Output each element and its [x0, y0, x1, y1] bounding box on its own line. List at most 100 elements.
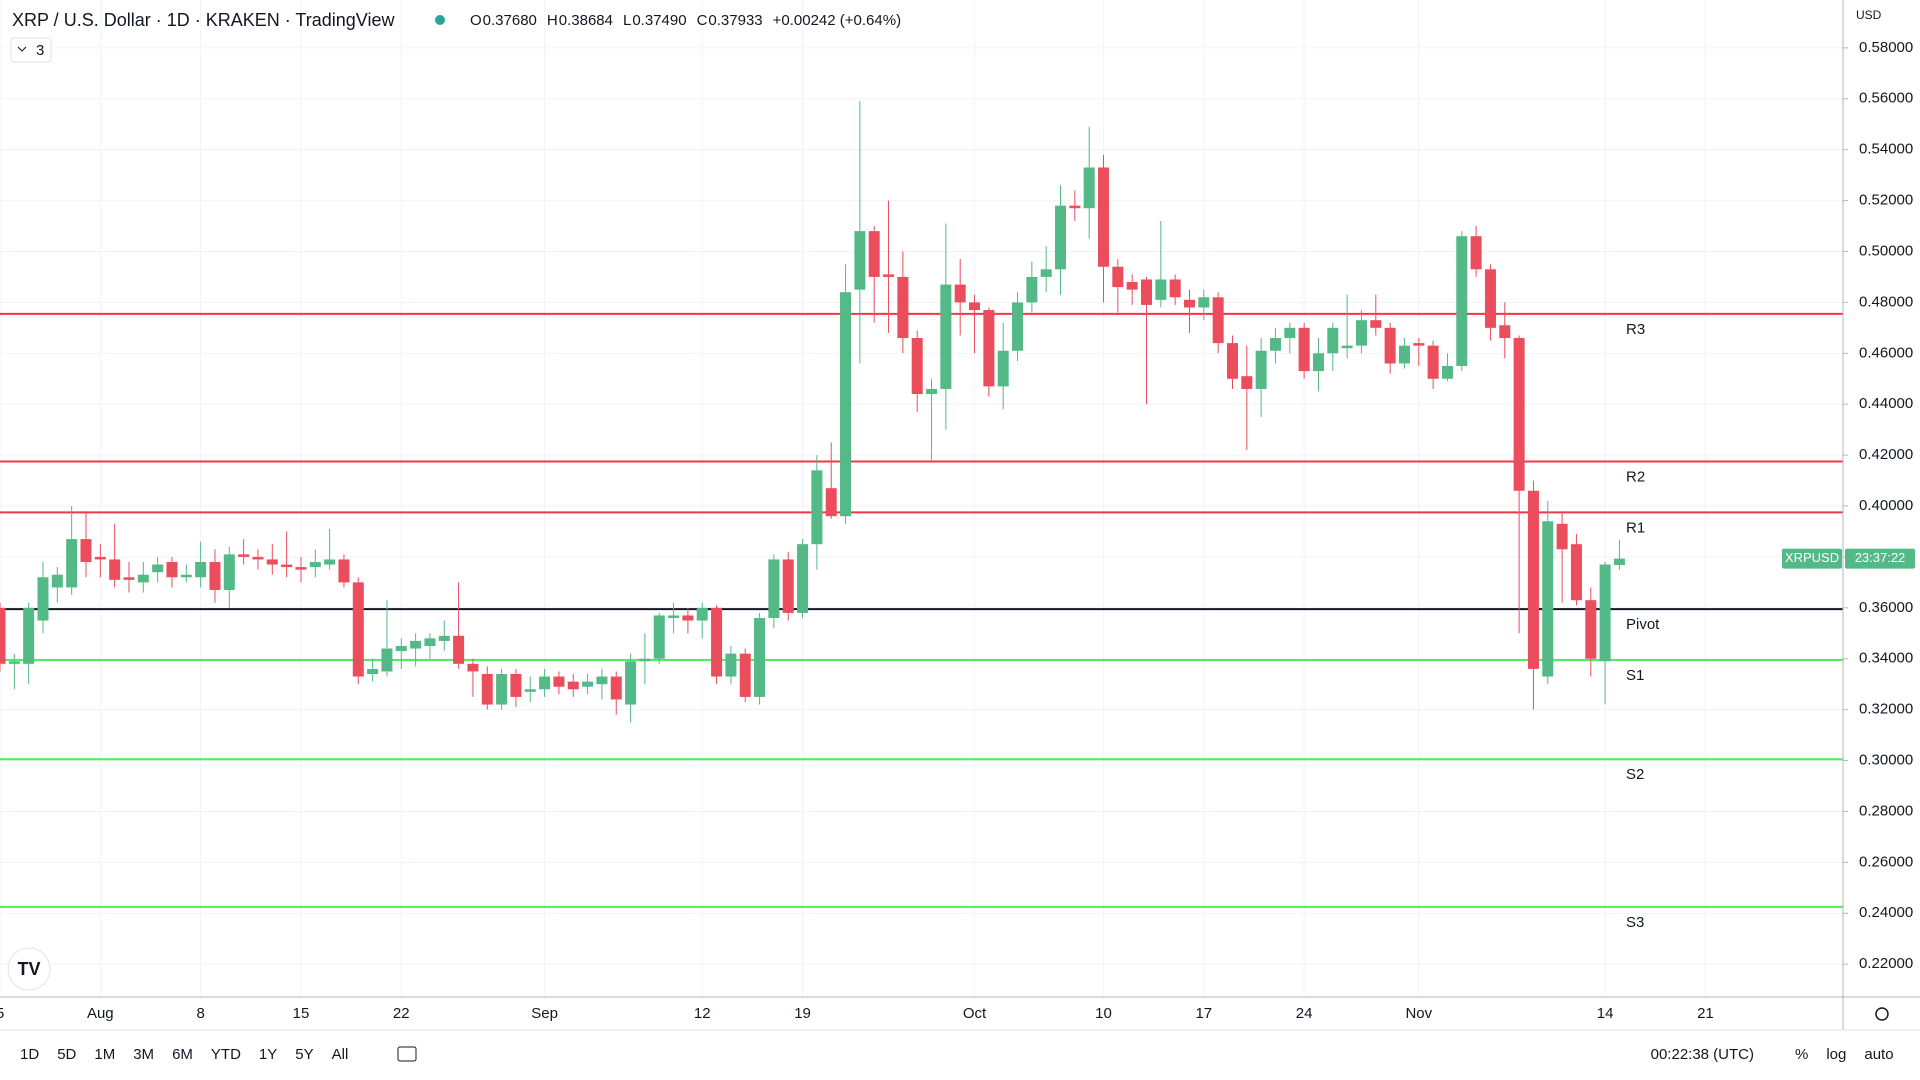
candle-body [180, 574, 192, 578]
candle-body [295, 567, 307, 570]
pivot-label: S2 [1626, 766, 1644, 783]
candle-body [1384, 327, 1396, 364]
currency[interactable]: USD [1856, 8, 1882, 22]
candle-body [1198, 297, 1210, 308]
candle-body [596, 676, 608, 685]
candle-body [266, 559, 278, 565]
y-tick-label: 0.58000 [1859, 39, 1913, 56]
candle-body [997, 350, 1009, 387]
candle-body [1026, 276, 1038, 303]
range-button[interactable]: 6M [172, 1046, 193, 1063]
toolbar: 1D 5D 1M 3M 6M YTD 1Y 5Y All 00:22:38 (UTC)% log au… [20, 1046, 1894, 1063]
candle-body [911, 338, 923, 395]
candle-body [1241, 376, 1253, 389]
x-tick-label: 24 [1296, 1005, 1313, 1022]
x-tick-label: 14 [1597, 1005, 1614, 1022]
candle-body [1112, 266, 1124, 288]
candle-body [1298, 327, 1310, 372]
candle-body [66, 539, 78, 588]
candle-body [969, 302, 981, 311]
candle-body [1570, 544, 1582, 601]
candle-body [1083, 167, 1095, 209]
candle-body [797, 544, 809, 613]
legend-value: 0.37680 [483, 12, 537, 29]
candle-body [754, 618, 766, 697]
range-button[interactable]: 1D [20, 1046, 39, 1063]
legend-key: C [697, 12, 708, 29]
candle-body [1470, 236, 1482, 270]
ohlc-legend: O 0.37680 H 0.38684 L 0.37490 C 0.37933 +0.00242… [470, 12, 901, 29]
legend-key: O [470, 12, 482, 29]
y-tick-label: 0.30000 [1859, 752, 1913, 769]
market-status [435, 15, 445, 25]
tv-logo[interactable] [7, 947, 51, 991]
candle-body [1441, 366, 1453, 379]
legend-key: L [623, 12, 631, 29]
x-tick-label: 17 [1195, 1005, 1212, 1022]
candle-body [51, 574, 63, 588]
range-button[interactable]: 3M [133, 1046, 154, 1063]
candle-body [453, 635, 465, 664]
indicator-toggle[interactable] [10, 37, 52, 63]
candle-body [696, 607, 708, 621]
candle-body [37, 577, 49, 621]
candle-body [1212, 297, 1224, 344]
candle-body [223, 554, 235, 591]
range-button[interactable]: 1Y [259, 1046, 277, 1063]
candle-body [868, 231, 880, 277]
y-tick-label: 0.28000 [1859, 802, 1913, 819]
y-tick-label: 0.42000 [1859, 446, 1913, 463]
candle-body [94, 556, 106, 560]
range-button[interactable]: 5D [57, 1046, 76, 1063]
candle-body [1513, 338, 1525, 491]
range-button[interactable]: 1M [94, 1046, 115, 1063]
option-button[interactable]: auto [1864, 1046, 1893, 1063]
price-tag [1845, 548, 1915, 569]
candle-body [1427, 345, 1439, 379]
y-tick-label: 0.48000 [1859, 293, 1913, 310]
x-tick-label: Oct [963, 1005, 987, 1022]
candle-body [625, 661, 637, 705]
x-tick-label: 22 [393, 1005, 410, 1022]
candle-body [1499, 325, 1511, 339]
range-button[interactable]: 5Y [295, 1046, 313, 1063]
candle-body [496, 673, 508, 705]
legend-change: +0.00242 (+0.64%) [773, 12, 901, 29]
candles [0, 101, 1625, 723]
range-button[interactable]: All [332, 1046, 349, 1063]
settings-icon[interactable] [1875, 1007, 1889, 1021]
candle-body [553, 676, 565, 687]
candle-body [23, 607, 35, 664]
candle-body [1098, 167, 1110, 267]
candle-body [1269, 338, 1281, 351]
candle-body [1585, 600, 1597, 659]
legend-value: 0.38684 [559, 12, 613, 29]
pivot-label: S3 [1626, 914, 1644, 931]
x-tick-label: 12 [694, 1005, 711, 1022]
pivot-label: S1 [1626, 667, 1644, 684]
y-tick-label: 0.22000 [1859, 955, 1913, 972]
candle-body [1398, 345, 1410, 364]
x-tick-label: 19 [794, 1005, 811, 1022]
candle-body [1599, 564, 1611, 662]
option-button[interactable]: log [1826, 1046, 1846, 1063]
option-button[interactable]: % [1795, 1046, 1808, 1063]
candle-body [1255, 350, 1267, 389]
candle-body [524, 689, 536, 692]
candle-body [610, 676, 622, 700]
candle-body [1055, 205, 1067, 270]
candle-body [195, 562, 207, 578]
date-range-icon[interactable] [397, 1046, 417, 1062]
symbol-tag-label: XRPUSD [1785, 550, 1839, 565]
candle-body [1370, 320, 1382, 328]
candle-body [252, 556, 264, 560]
tv-logo-mark: TV [17, 959, 40, 979]
candle-body [80, 539, 92, 563]
range-button[interactable]: YTD [211, 1046, 241, 1063]
candle-body [1284, 327, 1296, 339]
candle-body [109, 559, 121, 580]
candle-body [1613, 558, 1625, 566]
candle-body [424, 638, 436, 647]
y-tick-label: 0.26000 [1859, 853, 1913, 870]
